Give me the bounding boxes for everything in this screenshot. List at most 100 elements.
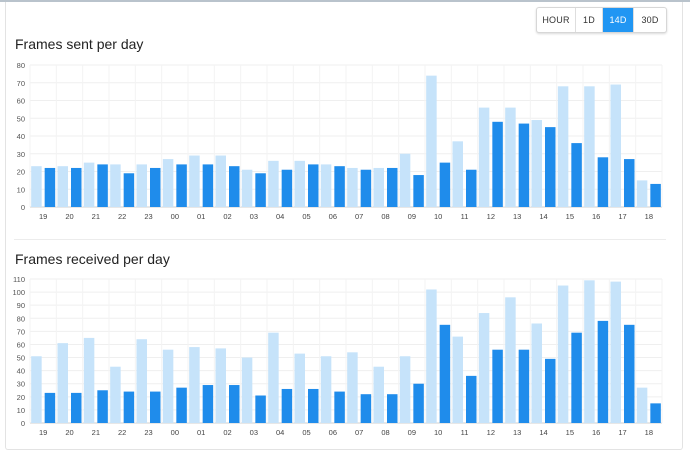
sent-bar-dark[interactable] [44, 167, 56, 207]
sent-bar-dark[interactable] [360, 169, 372, 207]
received-bar-light[interactable] [241, 357, 253, 423]
received-bar-light[interactable] [320, 356, 332, 423]
sent-bar-dark[interactable] [229, 166, 240, 207]
sent-bar-light[interactable] [610, 84, 622, 207]
sent-bar-light[interactable] [478, 107, 490, 207]
received-bar-light[interactable] [347, 352, 358, 423]
received-bar-dark[interactable] [176, 387, 187, 423]
received-bar-light[interactable] [83, 337, 95, 423]
received-bar-light[interactable] [162, 349, 174, 423]
received-bar-light[interactable] [505, 297, 516, 423]
sent-bar-light[interactable] [399, 153, 411, 207]
sent-bar-dark[interactable] [176, 164, 187, 207]
sent-bar-dark[interactable] [255, 173, 266, 207]
sent-bar-dark[interactable] [123, 173, 135, 207]
sent-bar-dark[interactable] [334, 166, 345, 207]
received-bar-light[interactable] [636, 387, 648, 423]
sent-bar-dark[interactable] [466, 169, 477, 207]
received-bar-dark[interactable] [281, 388, 293, 423]
sent-bar-dark[interactable] [571, 143, 582, 207]
received-bar-dark[interactable] [439, 324, 451, 423]
received-bar-dark[interactable] [202, 385, 214, 423]
sent-bar-light[interactable] [452, 141, 464, 207]
time-range-hour-button[interactable]: HOUR [537, 8, 576, 32]
received-bar-light[interactable] [136, 339, 148, 423]
received-bar-dark[interactable] [624, 324, 635, 423]
received-bar-light[interactable] [531, 323, 543, 423]
received-bar-dark[interactable] [360, 394, 372, 423]
sent-bar-light[interactable] [373, 167, 385, 207]
received-bar-light[interactable] [610, 281, 622, 423]
received-bar-light[interactable] [268, 332, 279, 423]
sent-bar-light[interactable] [505, 107, 516, 207]
sent-bar-dark[interactable] [71, 167, 82, 207]
received-bar-dark[interactable] [466, 375, 477, 423]
sent-bar-dark[interactable] [492, 121, 503, 207]
received-bar-light[interactable] [557, 285, 569, 423]
sent-bar-light[interactable] [636, 180, 648, 207]
sent-bar-dark[interactable] [650, 183, 661, 207]
received-bar-dark[interactable] [571, 332, 582, 423]
sent-bar-light[interactable] [531, 120, 543, 207]
received-bar-dark[interactable] [308, 388, 319, 423]
received-bar-dark[interactable] [97, 390, 108, 423]
received-bar-light[interactable] [189, 347, 200, 423]
time-range-1d-button[interactable]: 1D [576, 8, 603, 32]
sent-bar-light[interactable] [31, 166, 42, 207]
sent-bar-dark[interactable] [308, 164, 319, 207]
received-bar-dark[interactable] [492, 349, 503, 423]
received-bar-light[interactable] [399, 356, 411, 423]
sent-bar-light[interactable] [57, 166, 69, 207]
sent-bar-light[interactable] [110, 164, 121, 207]
received-bar-light[interactable] [294, 353, 306, 423]
sent-bar-light[interactable] [215, 155, 227, 207]
time-range-30d-button[interactable]: 30D [641, 15, 659, 25]
sent-bar-light[interactable] [189, 155, 200, 207]
received-bar-light[interactable] [215, 348, 227, 423]
received-bar-light[interactable] [452, 336, 464, 423]
received-bar-dark[interactable] [44, 392, 56, 423]
sent-bar-dark[interactable] [387, 167, 398, 207]
sent-bar-light[interactable] [162, 159, 174, 207]
received-bar-light[interactable] [426, 289, 437, 423]
time-range-14d-button[interactable]: 14D [603, 8, 634, 32]
sent-bar-dark[interactable] [413, 175, 424, 207]
received-bar-dark[interactable] [518, 349, 530, 423]
received-bar-dark[interactable] [650, 403, 661, 423]
sent-bar-dark[interactable] [624, 159, 635, 207]
received-bar-light[interactable] [478, 313, 490, 423]
received-bar-light[interactable] [57, 343, 69, 423]
sent-bar-dark[interactable] [545, 127, 556, 207]
sent-bar-light[interactable] [320, 164, 332, 207]
received-bar-dark[interactable] [150, 391, 161, 423]
received-bar-dark[interactable] [123, 391, 135, 423]
sent-bar-light[interactable] [294, 160, 306, 207]
received-bar-dark[interactable] [387, 394, 398, 423]
sent-bar-light[interactable] [557, 86, 569, 207]
sent-bar-dark[interactable] [150, 167, 161, 207]
received-bar-dark[interactable] [545, 358, 556, 423]
sent-bar-light[interactable] [347, 167, 358, 207]
received-bar-light[interactable] [110, 366, 121, 423]
received-bar-light[interactable] [584, 280, 595, 423]
received-bar-dark[interactable] [597, 320, 609, 423]
received-bar-dark[interactable] [229, 385, 240, 423]
sent-bar-light[interactable] [83, 162, 95, 207]
sent-bar-light[interactable] [426, 75, 437, 208]
sent-bar-dark[interactable] [202, 164, 214, 207]
received-bar-dark[interactable] [413, 383, 424, 423]
sent-bar-light[interactable] [268, 160, 279, 207]
received-bar-dark[interactable] [71, 392, 82, 423]
received-bar-light[interactable] [373, 366, 385, 423]
sent-bar-light[interactable] [136, 164, 148, 207]
received-bar-dark[interactable] [255, 395, 266, 423]
sent-bar-dark[interactable] [281, 169, 293, 207]
sent-bar-dark[interactable] [597, 157, 609, 207]
sent-bar-light[interactable] [584, 86, 595, 207]
sent-bar-dark[interactable] [518, 123, 530, 207]
sent-bar-dark[interactable] [97, 164, 108, 207]
received-bar-dark[interactable] [334, 391, 345, 423]
received-bar-light[interactable] [31, 356, 42, 423]
sent-bar-dark[interactable] [439, 162, 451, 207]
sent-bar-light[interactable] [241, 169, 253, 207]
